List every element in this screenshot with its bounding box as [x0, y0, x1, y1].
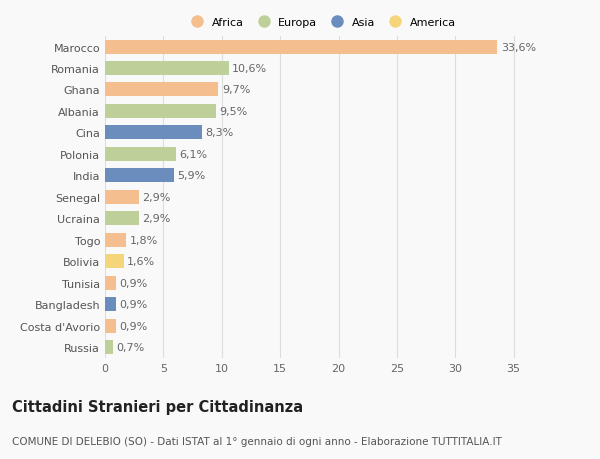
Bar	[105, 190, 139, 204]
Bar	[105, 169, 174, 183]
Text: 9,5%: 9,5%	[220, 106, 248, 117]
Text: 33,6%: 33,6%	[501, 42, 536, 52]
Text: 0,9%: 0,9%	[119, 278, 147, 288]
Bar	[105, 276, 116, 290]
Text: 9,7%: 9,7%	[222, 85, 250, 95]
Legend: Africa, Europa, Asia, America: Africa, Europa, Asia, America	[186, 18, 456, 28]
Text: 0,7%: 0,7%	[116, 342, 145, 353]
Text: 10,6%: 10,6%	[232, 64, 268, 74]
Text: 6,1%: 6,1%	[180, 150, 208, 160]
Bar	[105, 212, 139, 226]
Bar	[105, 340, 113, 354]
Bar	[105, 84, 218, 97]
Bar	[105, 40, 497, 54]
Bar	[105, 105, 216, 118]
Text: 1,6%: 1,6%	[127, 257, 155, 267]
Bar	[105, 255, 124, 269]
Bar	[105, 126, 202, 140]
Bar	[105, 319, 116, 333]
Bar	[105, 233, 126, 247]
Text: 0,9%: 0,9%	[119, 321, 147, 331]
Text: 8,3%: 8,3%	[205, 128, 233, 138]
Text: 0,9%: 0,9%	[119, 299, 147, 309]
Bar	[105, 297, 116, 311]
Text: Cittadini Stranieri per Cittadinanza: Cittadini Stranieri per Cittadinanza	[12, 399, 303, 414]
Text: 5,9%: 5,9%	[178, 171, 206, 181]
Bar	[105, 147, 176, 162]
Text: COMUNE DI DELEBIO (SO) - Dati ISTAT al 1° gennaio di ogni anno - Elaborazione TU: COMUNE DI DELEBIO (SO) - Dati ISTAT al 1…	[12, 436, 502, 446]
Text: 1,8%: 1,8%	[130, 235, 158, 245]
Text: 2,9%: 2,9%	[142, 192, 171, 202]
Text: 2,9%: 2,9%	[142, 214, 171, 224]
Bar	[105, 62, 229, 76]
